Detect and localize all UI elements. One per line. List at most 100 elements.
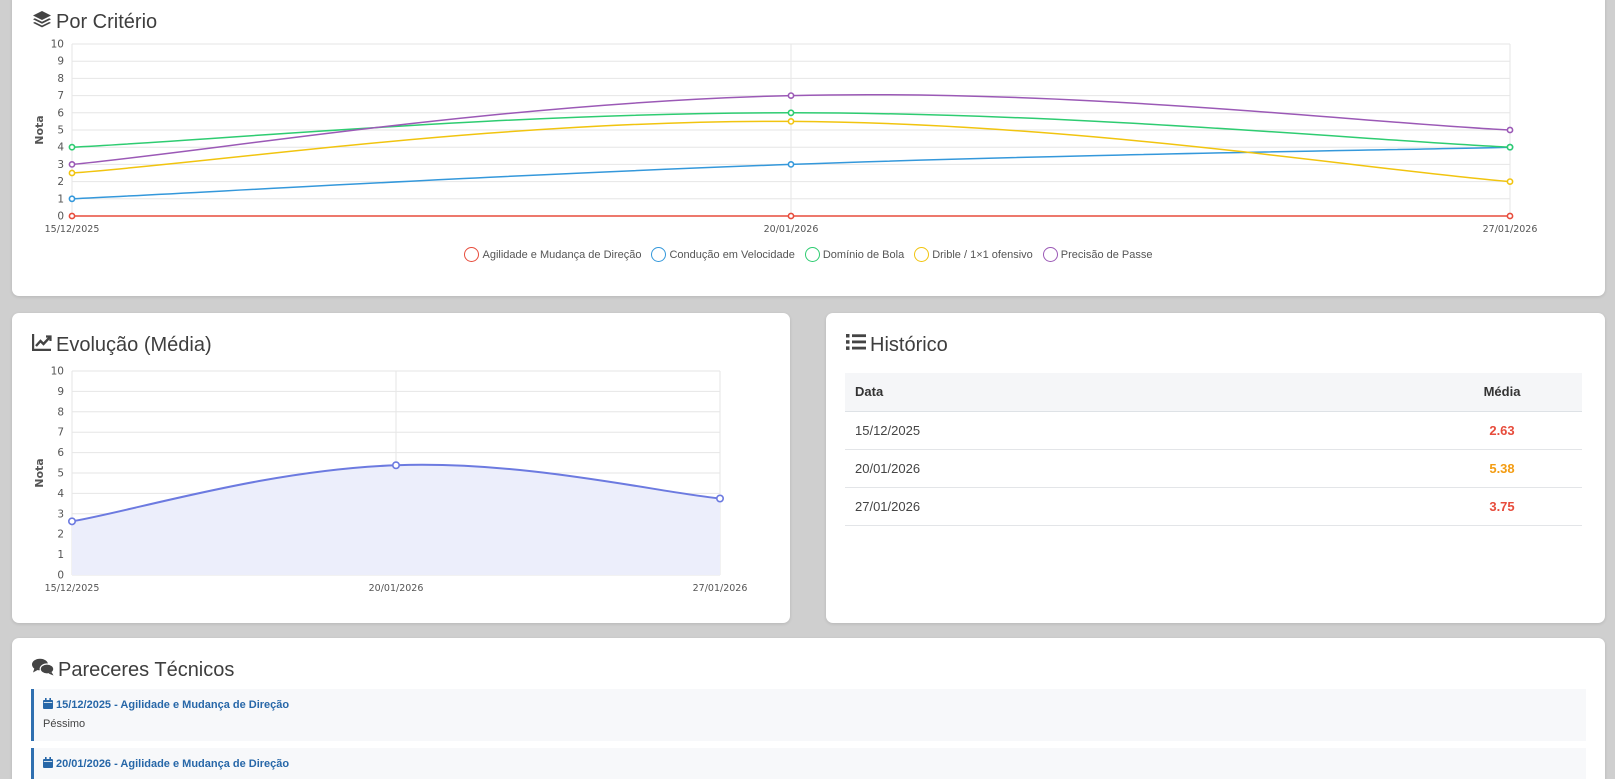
legend-item[interactable]: Condução em Velocidade: [651, 247, 795, 262]
y-tick-label: 6: [57, 447, 64, 459]
opinion-text: Péssimo: [43, 718, 86, 730]
data-point: [68, 212, 76, 220]
y-tick-label: 4: [57, 488, 64, 500]
y-tick-label: 9: [57, 56, 64, 68]
y-tick-label: 0: [57, 570, 64, 582]
evolution-chart: 0 1 2 3 4 5 6 7 8 9 10 15/12/2025 20/01/2026 27/01/20…: [33, 366, 748, 595]
evolution-title-text: Evolução (Média): [56, 333, 212, 356]
y-tick-label: 2: [57, 529, 64, 541]
opinion-header-text: 15/12/2025 - Agilidade e Mudança de Dire…: [56, 699, 290, 711]
opinion-header-text: 20/01/2026 - Agilidade e Mudança de Dire…: [56, 758, 290, 770]
data-point: [67, 517, 76, 526]
opinion-header: 20/01/2026 - Agilidade e Mudança de Dire…: [43, 757, 1576, 771]
y-tick-label: 10: [51, 366, 64, 378]
y-tick-label: 4: [57, 142, 64, 154]
data-point: [1506, 143, 1514, 151]
column-header-date: Data: [845, 373, 1422, 412]
data-point: [68, 169, 76, 177]
layers-icon: [32, 9, 52, 35]
x-tick-label: 15/12/2025: [45, 224, 100, 235]
legend-swatch: [914, 247, 930, 262]
data-point: [787, 212, 795, 220]
legend-label: Drible / 1×1 ofensivo: [932, 248, 1033, 261]
history-table: Data Média 15/12/2025 2.63 20/01/2026 5.…: [845, 373, 1582, 526]
y-tick-label: 0: [57, 211, 64, 223]
data-point: [68, 195, 76, 203]
legend-item[interactable]: Domínio de Bola: [804, 247, 905, 262]
opinion-item: 15/12/2025 - Agilidade e Mudança de Dire…: [31, 689, 1586, 741]
history-average: 3.75: [1422, 487, 1582, 526]
list-icon: [846, 333, 866, 357]
y-tick-label: 10: [51, 39, 64, 51]
table-row: 20/01/2026 5.38: [845, 449, 1582, 488]
x-tick-label: 20/01/2026: [369, 583, 424, 594]
table-row: 27/01/2026 3.75: [845, 487, 1582, 526]
y-tick-label: 1: [57, 549, 64, 561]
y-tick-label: 8: [57, 73, 64, 85]
y-tick-label: 2: [57, 176, 64, 188]
data-point: [1506, 212, 1514, 220]
opinion-item: 20/01/2026 - Agilidade e Mudança de Dire…: [31, 748, 1586, 779]
history-card: Histórico Data Média 15/12/2025 2.63 20/…: [826, 313, 1605, 623]
opinions-title-text: Pareceres Técnicos: [58, 658, 235, 681]
x-tick-label: 27/01/2026: [1483, 224, 1538, 235]
criteria-card: Por Critério 0 1 2 3 4 5 6 7 8 9 10 15/12/2025 20/01…: [12, 0, 1605, 296]
legend-label: Precisão de Passe: [1060, 248, 1153, 261]
calendar-icon: [43, 757, 53, 771]
criteria-chart: 0 1 2 3 4 5 6 7 8 9 10 15/12/2025 20/01/2026 27/01/20…: [33, 39, 1538, 236]
criteria-title-text: Por Critério: [56, 10, 158, 33]
y-tick-label: 1: [57, 193, 64, 205]
data-point: [1506, 126, 1514, 134]
data-point: [787, 92, 795, 99]
evolution-card: Evolução (Média) 0 1 2 3 4 5 6 7 8 9 10 15/12/2025 2…: [12, 313, 790, 623]
legend-item[interactable]: Drible / 1×1 ofensivo: [914, 247, 1033, 262]
data-point: [787, 160, 795, 168]
y-tick-label: 6: [57, 107, 64, 119]
y-tick-label: 7: [57, 427, 64, 439]
x-tick-label: 15/12/2025: [45, 583, 100, 594]
data-point: [787, 117, 795, 125]
history-header-row: Data Média: [845, 373, 1582, 412]
y-tick-label: 8: [57, 406, 64, 418]
y-tick-label: 3: [57, 159, 64, 171]
history-date: 27/01/2026: [845, 487, 1422, 526]
data-point: [787, 109, 795, 117]
data-point: [68, 160, 76, 168]
history-title: Histórico: [846, 333, 948, 357]
legend-swatch: [1042, 247, 1058, 262]
data-point: [391, 461, 400, 470]
y-axis-label: Nota: [33, 458, 46, 487]
criteria-title: Por Critério: [32, 9, 157, 35]
line-chart-icon: [31, 333, 52, 357]
comments-icon: [32, 658, 55, 682]
series-area: [72, 464, 720, 575]
x-tick-label: 20/01/2026: [764, 224, 819, 235]
legend-swatch: [651, 247, 667, 262]
history-average: 5.38: [1422, 449, 1582, 488]
legend-label: Condução em Velocidade: [669, 248, 795, 261]
y-tick-label: 7: [57, 90, 64, 102]
legend-swatch: [464, 247, 480, 262]
evolution-title: Evolução (Média): [31, 333, 212, 357]
y-tick-label: 5: [57, 468, 64, 480]
legend-item[interactable]: Precisão de Passe: [1042, 247, 1153, 262]
data-point: [715, 494, 724, 503]
opinion-header: 15/12/2025 - Agilidade e Mudança de Dire…: [43, 698, 1576, 712]
y-tick-label: 3: [57, 508, 64, 520]
history-average: 2.63: [1422, 411, 1582, 450]
y-tick-label: 9: [57, 386, 64, 398]
legend-swatch: [804, 247, 820, 262]
y-tick-label: 5: [57, 125, 64, 137]
criteria-legend: Agilidade e Mudança de Direção Condução e…: [12, 247, 1605, 262]
history-date: 20/01/2026: [845, 449, 1422, 488]
column-header-average: Média: [1422, 373, 1582, 412]
data-point: [1506, 178, 1514, 185]
opinions-title: Pareceres Técnicos: [32, 658, 234, 682]
legend-label: Domínio de Bola: [822, 248, 905, 261]
history-title-text: Histórico: [870, 333, 948, 356]
calendar-icon: [43, 698, 53, 712]
y-axis-label: Nota: [33, 115, 46, 144]
x-tick-label: 27/01/2026: [693, 583, 748, 594]
history-date: 15/12/2025: [845, 411, 1422, 450]
legend-item[interactable]: Agilidade e Mudança de Direção: [464, 247, 641, 262]
